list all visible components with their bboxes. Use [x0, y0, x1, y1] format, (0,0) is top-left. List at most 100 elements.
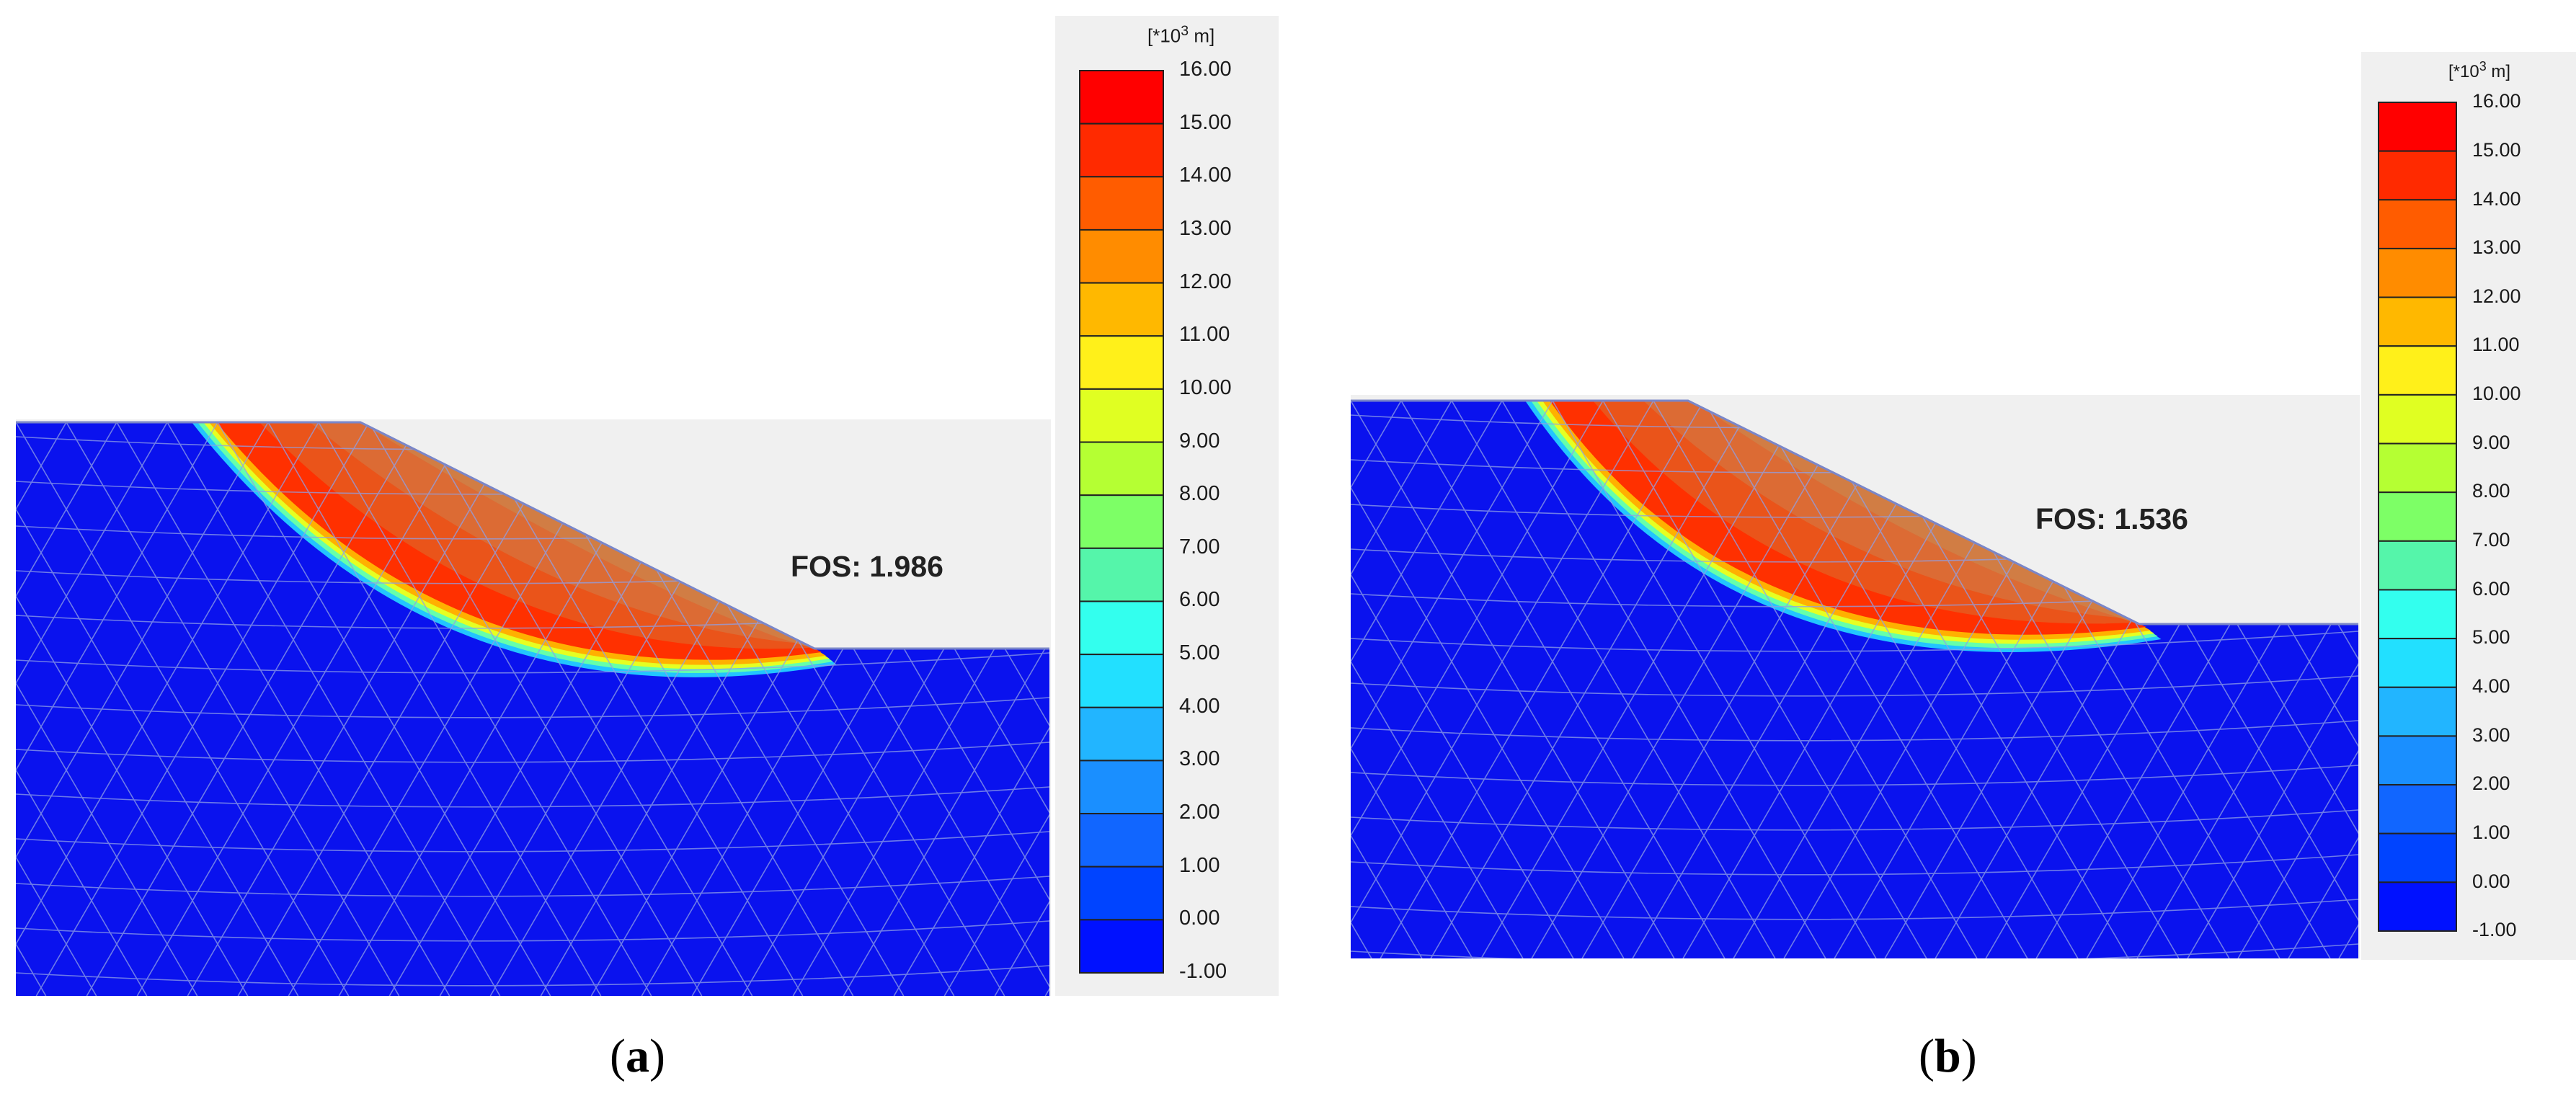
mesh-line — [1351, 943, 2358, 958]
scale-segment — [2378, 102, 2457, 152]
scale-tick-label: 4.00 — [2472, 675, 2510, 698]
mesh-line — [86, 422, 420, 996]
mesh-line — [2237, 401, 2358, 958]
scale-segment — [2378, 150, 2457, 201]
scale-tick-label: 3.00 — [2472, 724, 2510, 746]
scale-segment — [2378, 247, 2457, 298]
scale-segment — [2378, 589, 2457, 640]
mesh-line — [893, 422, 1049, 996]
mesh-line — [187, 422, 521, 996]
mesh-line — [16, 920, 1049, 942]
mesh-line — [16, 422, 117, 996]
mesh-line — [1351, 401, 1503, 958]
mesh-line — [1531, 401, 1856, 958]
mesh-line — [1754, 401, 2079, 958]
scale-segment — [1079, 547, 1164, 602]
mesh-line — [1430, 401, 1755, 958]
mesh-line — [16, 965, 1049, 987]
scale-segment — [1079, 600, 1164, 656]
legend-unit-label-b: [*103 m] — [2448, 59, 2511, 81]
scale-segment — [1079, 706, 1164, 762]
scale-tick-label: 16.00 — [1179, 58, 1232, 81]
scale-segment — [1079, 388, 1164, 443]
mesh-line — [1351, 401, 1452, 958]
mesh-line — [16, 786, 1049, 808]
mesh-line — [2187, 401, 2358, 958]
soil-body — [16, 422, 1049, 996]
mesh-line — [16, 831, 1049, 853]
scale-segment — [2378, 832, 2457, 883]
mesh-line — [16, 422, 319, 996]
mesh-line — [1351, 401, 1654, 958]
soil-body — [1351, 401, 2358, 958]
mesh-line — [1351, 401, 1524, 958]
scale-segment — [2378, 296, 2457, 347]
mesh-line — [1351, 401, 1574, 958]
scale-tick-label: 1.00 — [2472, 821, 2510, 843]
mesh-line — [792, 422, 1049, 996]
scale-tick-label: 5.00 — [2472, 626, 2510, 649]
scale-tick-label: 6.00 — [1179, 588, 1220, 612]
mesh-line — [1351, 809, 2358, 831]
fos-value-a: FOS: 1.986 — [791, 550, 943, 583]
mesh-line — [1480, 401, 1806, 958]
mesh-line — [1653, 401, 1978, 958]
mesh-line — [1351, 765, 2358, 786]
scale-tick-label: -1.00 — [1179, 960, 1227, 984]
scale-tick-label: 6.00 — [2472, 577, 2510, 600]
scale-tick-label: 9.00 — [1179, 429, 1220, 453]
mesh-line — [136, 422, 471, 996]
mesh-line — [943, 422, 1049, 996]
mesh-line — [1351, 675, 2358, 697]
scale-tick-label: -1.00 — [2472, 919, 2517, 941]
scale-tick-label: 0.00 — [2472, 870, 2510, 892]
mesh-line — [16, 652, 1049, 674]
scale-tick-label: 2.00 — [2472, 773, 2510, 795]
mesh-line — [1351, 854, 2358, 876]
panel-caption-b: (b) — [1919, 1030, 1977, 1082]
scale-segment — [2378, 491, 2457, 542]
mesh-line — [16, 876, 1049, 897]
scale-segment — [1079, 760, 1164, 815]
mesh-line — [16, 422, 218, 996]
scale-tick-label: 14.00 — [1179, 164, 1232, 187]
failure-zone — [192, 422, 837, 677]
mesh-line — [1552, 401, 1877, 958]
mesh-line — [16, 697, 1049, 718]
scale-tick-label: 11.00 — [2472, 334, 2520, 356]
scale-tick-label: 2.00 — [1179, 801, 1220, 824]
scale-segment — [1079, 228, 1164, 284]
mesh-line — [237, 422, 572, 996]
scale-segment — [1079, 176, 1164, 231]
mesh-line — [1703, 401, 2028, 958]
scale-segment — [1079, 813, 1164, 868]
scale-tick-label: 14.00 — [2472, 187, 2521, 210]
scale-tick-label: 7.00 — [2472, 529, 2510, 551]
scale-tick-label: 8.00 — [2472, 480, 2510, 502]
mesh-line — [1351, 401, 1553, 958]
mesh-line — [16, 742, 1049, 763]
scale-tick-label: 3.00 — [1179, 747, 1220, 771]
scale-tick-label: 10.00 — [1179, 375, 1232, 399]
scale-tick-label: 13.00 — [2472, 236, 2521, 259]
scale-tick-label: 8.00 — [1179, 482, 1220, 506]
scale-segment — [2378, 881, 2457, 932]
scale-tick-label: 15.00 — [1179, 110, 1232, 134]
mesh-line — [16, 422, 168, 996]
scale-tick-label: 5.00 — [1179, 641, 1220, 665]
scale-segment — [2378, 345, 2457, 396]
mesh-line — [1351, 401, 1423, 958]
legend-unit-label-a: [*103 m] — [1147, 23, 1215, 47]
scale-segment — [1079, 865, 1164, 921]
scale-segment — [2378, 199, 2457, 249]
scale-tick-label: 0.00 — [1179, 907, 1220, 930]
scale-segment — [2378, 686, 2457, 737]
mesh-line — [1400, 401, 1726, 958]
scale-segment — [2378, 393, 2457, 445]
mesh-line — [1804, 401, 2129, 958]
